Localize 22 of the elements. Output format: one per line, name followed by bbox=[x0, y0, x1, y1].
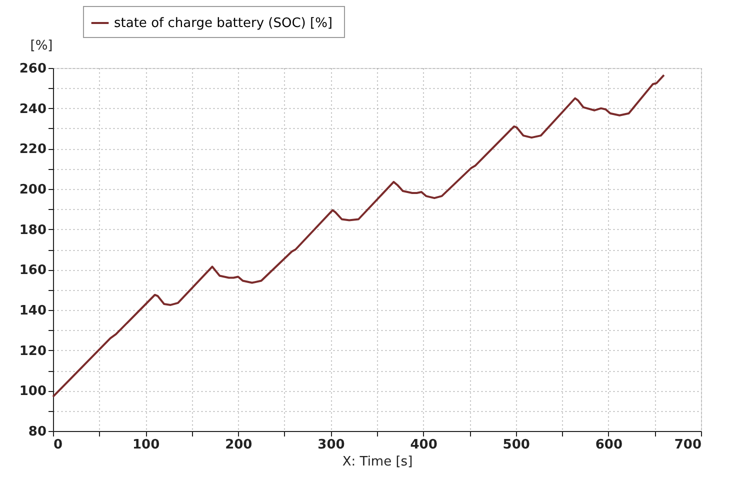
x-axis-title: X: Time [s] bbox=[342, 454, 413, 470]
y-tick-label: 140 bbox=[19, 304, 46, 318]
y-tick-label: 240 bbox=[19, 102, 46, 117]
y-tick-label: 160 bbox=[19, 263, 46, 278]
y-tick-label: 120 bbox=[19, 344, 46, 359]
x-tick-label: 400 bbox=[410, 438, 438, 452]
x-tick-label: 600 bbox=[595, 438, 622, 452]
y-axis-title: [%] bbox=[30, 38, 53, 54]
y-tick-label: 220 bbox=[19, 142, 46, 158]
x-tick-label: 300 bbox=[318, 438, 345, 452]
x-tick-label: 0 bbox=[54, 438, 63, 452]
x-tick-label: 500 bbox=[502, 438, 530, 452]
x-tick-label: 100 bbox=[132, 438, 160, 452]
legend-label: state of charge battery (SOC) [%] bbox=[114, 16, 332, 31]
y-tick-label: 100 bbox=[19, 384, 46, 400]
x-tick-label: 700 bbox=[674, 438, 702, 452]
y-tick-label: 80 bbox=[28, 424, 46, 440]
line-series bbox=[52, 74, 665, 398]
y-tick-label: 260 bbox=[19, 62, 46, 76]
y-tick-label: 180 bbox=[19, 222, 46, 238]
y-tick-label: 200 bbox=[19, 182, 46, 198]
x-tick-label: 200 bbox=[225, 438, 252, 452]
